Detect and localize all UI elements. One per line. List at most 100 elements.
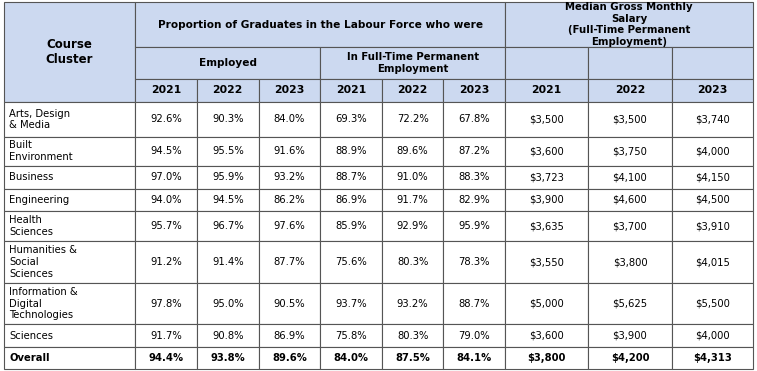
Bar — [320, 79, 382, 102]
Text: 75.8%: 75.8% — [335, 331, 367, 341]
Text: Information &
Digital
Technologies: Information & Digital Technologies — [9, 287, 78, 320]
Text: 2023: 2023 — [459, 85, 490, 95]
Bar — [136, 283, 197, 324]
Text: $3,723: $3,723 — [529, 172, 564, 182]
Bar — [259, 283, 320, 324]
Text: 95.5%: 95.5% — [212, 146, 244, 156]
Bar — [505, 347, 588, 369]
Text: $4,313: $4,313 — [693, 353, 732, 363]
Bar — [382, 189, 444, 211]
Text: 84.1%: 84.1% — [456, 353, 492, 363]
Text: 93.2%: 93.2% — [397, 299, 428, 309]
Text: $3,900: $3,900 — [529, 195, 564, 205]
Text: 91.2%: 91.2% — [151, 257, 182, 267]
Text: 2021: 2021 — [151, 85, 181, 95]
Text: $3,600: $3,600 — [529, 331, 564, 341]
Bar — [320, 347, 382, 369]
Bar — [382, 324, 444, 347]
Bar — [382, 241, 444, 283]
Text: Arts, Design
& Media: Arts, Design & Media — [9, 109, 70, 130]
Text: 95.9%: 95.9% — [212, 172, 244, 182]
Text: 2021: 2021 — [531, 85, 562, 95]
Text: 91.4%: 91.4% — [212, 257, 244, 267]
Text: 93.2%: 93.2% — [273, 172, 305, 182]
Text: 80.3%: 80.3% — [397, 257, 428, 267]
Text: 82.9%: 82.9% — [459, 195, 490, 205]
Bar — [4, 2, 136, 102]
Text: 89.6%: 89.6% — [397, 146, 428, 156]
Text: $3,750: $3,750 — [612, 146, 647, 156]
Bar — [320, 241, 382, 283]
Text: 90.3%: 90.3% — [212, 114, 244, 124]
Text: 86.9%: 86.9% — [273, 331, 305, 341]
Text: 2023: 2023 — [274, 85, 304, 95]
Bar — [444, 79, 505, 102]
Bar — [4, 211, 136, 241]
Bar — [320, 102, 382, 137]
Bar — [320, 137, 382, 166]
Bar — [4, 166, 136, 189]
Text: 88.7%: 88.7% — [459, 299, 490, 309]
Bar — [197, 137, 259, 166]
Bar — [197, 166, 259, 189]
Text: 75.6%: 75.6% — [335, 257, 367, 267]
Bar — [136, 137, 197, 166]
Bar — [671, 189, 753, 211]
Bar — [505, 2, 753, 47]
Bar — [671, 79, 753, 102]
Bar — [259, 102, 320, 137]
Bar — [136, 211, 197, 241]
Text: $5,500: $5,500 — [695, 299, 730, 309]
Text: Built
Environment: Built Environment — [9, 140, 73, 162]
Text: $3,900: $3,900 — [612, 331, 647, 341]
Text: Humanities &
Social
Sciences: Humanities & Social Sciences — [9, 245, 77, 279]
Bar — [136, 47, 320, 79]
Text: Median Gross Monthly
Salary
(Full-Time Permanent
Employment): Median Gross Monthly Salary (Full-Time P… — [565, 2, 693, 47]
Text: $4,100: $4,100 — [612, 172, 647, 182]
Bar — [505, 79, 588, 102]
Text: 79.0%: 79.0% — [459, 331, 490, 341]
Text: 94.0%: 94.0% — [151, 195, 182, 205]
Text: 90.8%: 90.8% — [212, 331, 244, 341]
Text: Proportion of Graduates in the Labour Force who were: Proportion of Graduates in the Labour Fo… — [157, 20, 483, 30]
Bar — [197, 347, 259, 369]
Text: 67.8%: 67.8% — [459, 114, 490, 124]
Text: 2022: 2022 — [615, 85, 645, 95]
Bar — [588, 137, 671, 166]
Bar — [197, 189, 259, 211]
Text: 95.7%: 95.7% — [151, 221, 182, 231]
Bar — [136, 166, 197, 189]
Text: $4,500: $4,500 — [695, 195, 730, 205]
Bar — [382, 166, 444, 189]
Text: Employed: Employed — [199, 58, 257, 68]
Bar — [671, 324, 753, 347]
Bar — [382, 79, 444, 102]
Text: 86.2%: 86.2% — [273, 195, 305, 205]
Text: 94.4%: 94.4% — [148, 353, 184, 363]
Bar — [259, 347, 320, 369]
Text: $5,000: $5,000 — [529, 299, 564, 309]
Bar — [197, 102, 259, 137]
Bar — [671, 166, 753, 189]
Bar — [136, 347, 197, 369]
Text: 87.5%: 87.5% — [395, 353, 430, 363]
Bar — [671, 47, 753, 79]
Text: 2021: 2021 — [336, 85, 366, 95]
Text: 72.2%: 72.2% — [397, 114, 428, 124]
Bar — [588, 189, 671, 211]
Text: 89.6%: 89.6% — [272, 353, 307, 363]
Bar — [505, 324, 588, 347]
Bar — [136, 241, 197, 283]
Bar — [444, 347, 505, 369]
Text: $3,635: $3,635 — [529, 221, 564, 231]
Text: 90.5%: 90.5% — [273, 299, 305, 309]
Bar — [259, 189, 320, 211]
Bar — [4, 137, 136, 166]
Bar — [588, 102, 671, 137]
Text: 84.0%: 84.0% — [274, 114, 305, 124]
Bar — [505, 189, 588, 211]
Bar — [4, 324, 136, 347]
Bar — [197, 79, 259, 102]
Text: 2023: 2023 — [697, 85, 727, 95]
Bar — [4, 102, 136, 137]
